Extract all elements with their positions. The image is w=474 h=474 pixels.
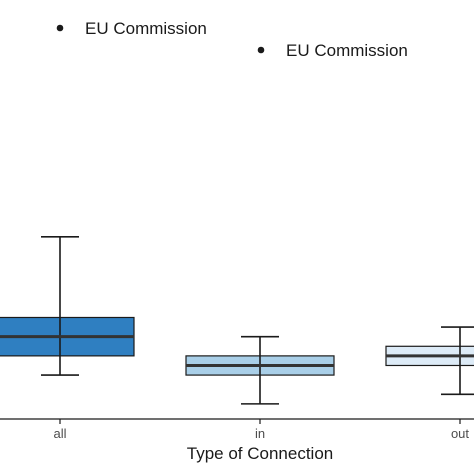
legend: EU Commission EU Commission	[56, 19, 408, 60]
legend-label: EU Commission	[85, 19, 207, 38]
legend-label: EU Commission	[286, 41, 408, 60]
boxes	[0, 236, 474, 405]
legend-entry-1: EU Commission	[56, 19, 207, 38]
x-tick-label-in: in	[255, 426, 265, 441]
x-ticks: all in out	[53, 419, 469, 441]
x-tick-label-all: all	[53, 426, 66, 441]
legend-entry-2: EU Commission	[257, 41, 408, 60]
box-in	[185, 335, 335, 405]
box-out	[385, 326, 474, 396]
legend-point-icon	[56, 24, 64, 32]
legend-point-icon	[257, 46, 265, 54]
x-tick-label-out: out	[451, 426, 469, 441]
x-axis-title: Type of Connection	[187, 444, 333, 463]
box-all	[0, 236, 135, 376]
